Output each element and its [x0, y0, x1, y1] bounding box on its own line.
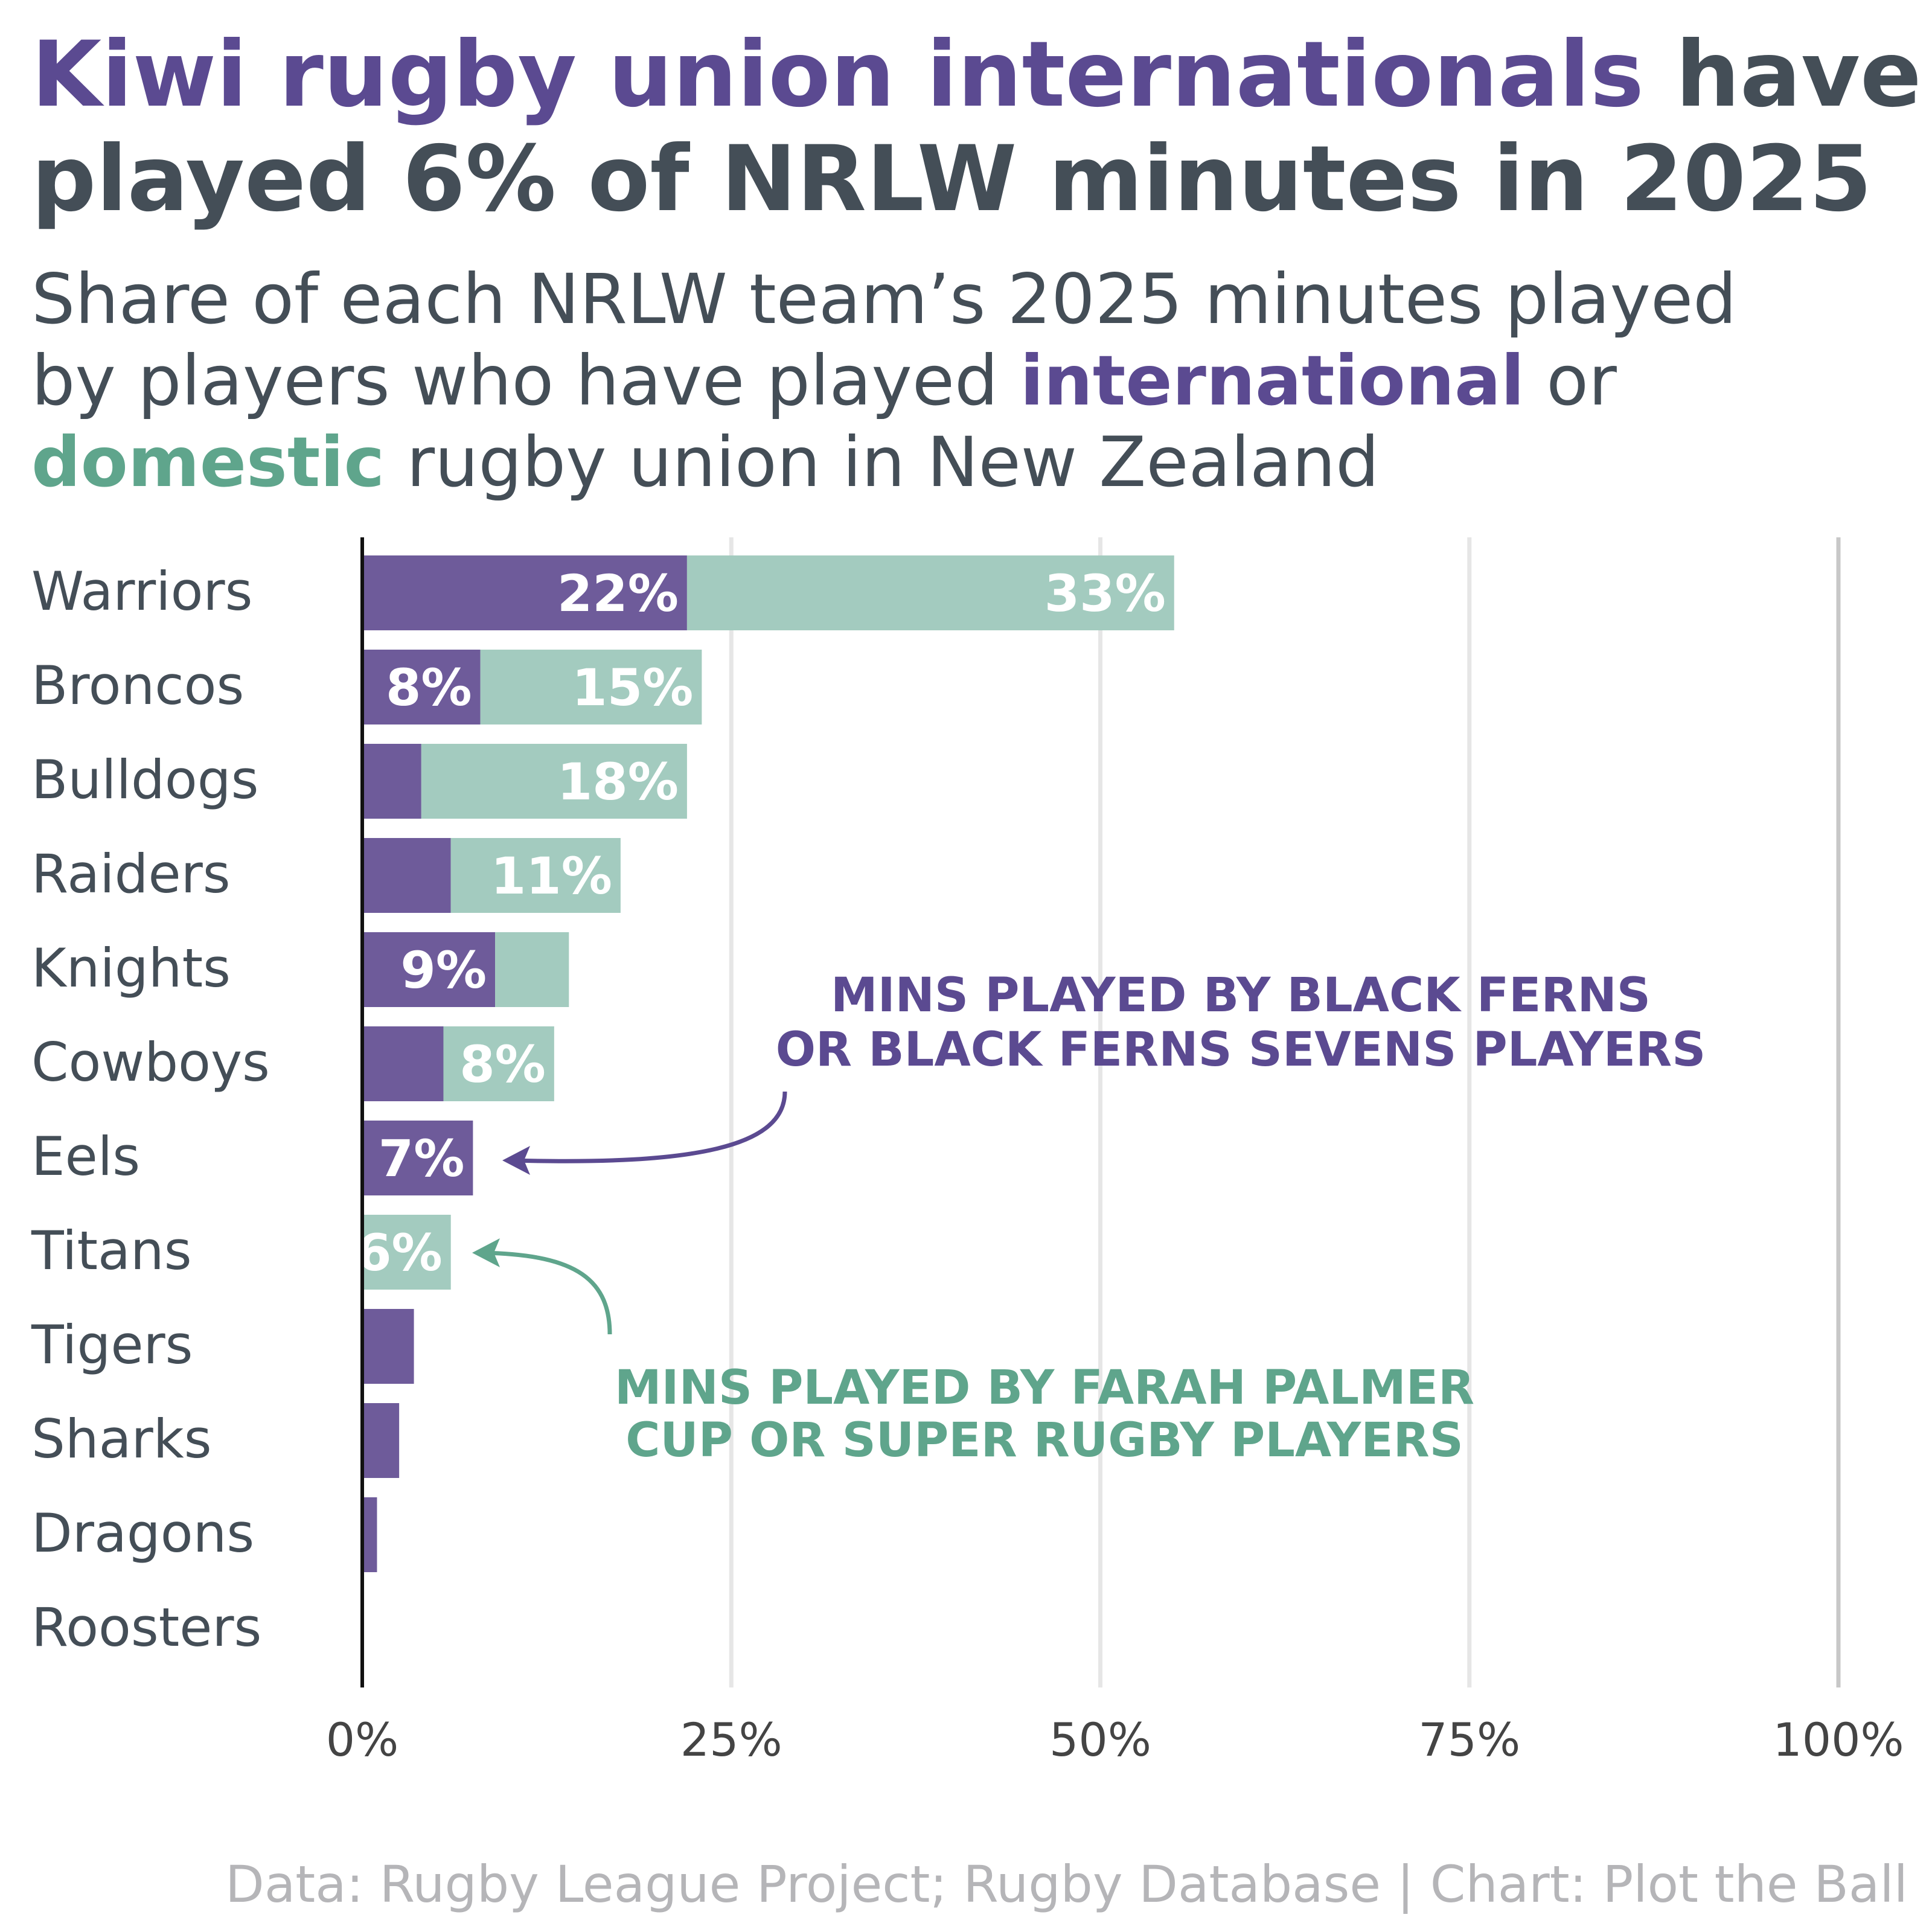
bar-international	[362, 1026, 444, 1101]
bar-value-label: 11%	[491, 846, 612, 906]
bar-value-label: 33%	[1044, 564, 1166, 623]
annotation-domestic-arrow	[482, 1250, 612, 1335]
subtitle-rest: rugby union in New Zealand	[385, 422, 1380, 502]
x-tick-label: 50%	[1049, 1713, 1151, 1767]
bar-domestic	[443, 1026, 554, 1101]
bar-value-label: 8%	[386, 658, 472, 717]
annotation-domestic-line2: CUP OR SUPER RUGBY PLAYERS	[625, 1413, 1463, 1468]
bar-domestic	[495, 932, 569, 1007]
category-label: Warriors	[31, 560, 252, 622]
annotation-international-line2: OR BLACK FERNS SEVENS PLAYERS	[776, 1023, 1706, 1077]
subtitle-domestic: domestic	[31, 422, 385, 502]
bar-international	[362, 838, 451, 913]
category-label: Dragons	[31, 1502, 254, 1564]
bar-international	[362, 1121, 473, 1195]
subtitle-international: international	[1020, 341, 1524, 421]
bar-international	[362, 744, 421, 819]
annotation-international-arrowhead	[502, 1146, 530, 1175]
annotation-domestic-arrowhead	[472, 1238, 500, 1267]
category-label: Sharks	[31, 1408, 212, 1470]
bar-labels: 22% 33% 8% 15% 18% 11%9% 8% 7% 6%	[356, 564, 1166, 1282]
category-label: Tigers	[31, 1314, 193, 1376]
x-tick-label: 75%	[1418, 1713, 1520, 1767]
category-label: Eels	[31, 1125, 140, 1188]
chart-title-line2: played 6% of NRLW minutes in 2025	[31, 127, 1872, 232]
x-tick-label: 25%	[680, 1713, 782, 1767]
chart-caption: Data: Rugby League Project; Rugby Databa…	[225, 1855, 1908, 1914]
x-axis-ticks: 0% 25% 50% 75% 100%	[326, 1713, 1904, 1767]
x-tick-label: 100%	[1773, 1713, 1904, 1767]
chart-subtitle-line1: Share of each NRLW team’s 2025 minutes p…	[31, 259, 1737, 339]
bar-international	[362, 1403, 400, 1478]
annotation-domestic: MINS PLAYED BY FARAH PALMER CUP OR SUPER…	[472, 1238, 1474, 1468]
category-label: Broncos	[31, 654, 244, 717]
bar-value-label: 7%	[379, 1129, 465, 1188]
bar-domestic	[450, 838, 621, 913]
bar-international	[362, 1309, 414, 1384]
annotation-international: MINS PLAYED BY BLACK FERNS OR BLACK FERN…	[502, 968, 1706, 1175]
bar-international	[362, 555, 687, 630]
bar-value-label: 18%	[557, 752, 679, 811]
chart-title-line1: Kiwi rugby union internationals have	[31, 22, 1922, 127]
category-label: Cowboys	[31, 1031, 270, 1093]
bar-domestic	[480, 650, 702, 724]
category-label: Raiders	[31, 843, 231, 905]
bar-value-label: 8%	[459, 1035, 546, 1094]
bar-international	[362, 932, 496, 1007]
bar-domestic	[686, 555, 1174, 630]
bar-international	[362, 650, 481, 724]
bar-domestic	[421, 744, 687, 819]
category-label: Roosters	[31, 1596, 261, 1659]
annotation-international-arrow	[513, 1091, 787, 1163]
chart-title-highlight: Kiwi rugby union internationals	[31, 22, 1644, 127]
bar-value-label: 15%	[572, 658, 693, 717]
subtitle-prefix: by players who have played	[31, 341, 1020, 421]
gridlines	[729, 537, 1841, 1687]
bar-international	[362, 1497, 377, 1572]
bar-value-label: 22%	[557, 564, 679, 623]
category-labels: Warriors Broncos Bulldogs Raiders Knights Cow…	[31, 560, 270, 1659]
category-label: Knights	[31, 937, 231, 999]
annotation-international-line1: MINS PLAYED BY BLACK FERNS	[831, 968, 1651, 1023]
category-label: Titans	[31, 1220, 192, 1282]
chart-subtitle-line3: domestic rugby union in New Zealand	[31, 422, 1380, 502]
bar-value-label: 6%	[356, 1223, 443, 1282]
x-tick-label: 0%	[326, 1713, 399, 1767]
subtitle-or: or	[1524, 341, 1617, 421]
chart-subtitle-line2: by players who have played international…	[31, 341, 1617, 421]
bar-domestic	[362, 1215, 451, 1290]
annotation-domestic-line1: MINS PLAYED BY FARAH PALMER	[615, 1361, 1474, 1415]
bars	[362, 555, 1174, 1572]
chart-title-rest: have	[1644, 22, 1922, 127]
bar-value-label: 9%	[400, 941, 487, 1000]
category-label: Bulldogs	[31, 749, 258, 811]
